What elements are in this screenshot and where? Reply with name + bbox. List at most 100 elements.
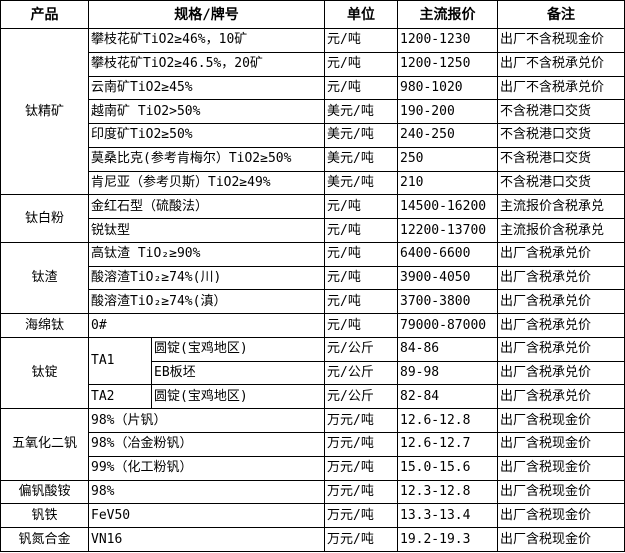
price-cell: 210 (397, 170, 498, 196)
spec-cell: 98% (88, 479, 325, 505)
unit-cell: 美元/吨 (324, 146, 398, 172)
unit-cell: 万元/吨 (324, 527, 398, 552)
unit-cell: 元/吨 (324, 218, 398, 243)
note-cell: 出厂含税现金价 (497, 432, 625, 457)
note-cell: 不含税港口交货 (497, 170, 625, 196)
header-spec: 规格/牌号 (88, 0, 325, 29)
unit-cell: 元/吨 (324, 313, 398, 338)
note-cell: 出厂不含税承兑价 (497, 51, 625, 77)
price-cell: 89-98 (397, 360, 498, 386)
product-cell: 钛锭 (0, 336, 89, 410)
grade-cell: TA2 (88, 384, 152, 410)
table-row: 莫桑比克(参考肯梅尔）TiO2≥50% 美元/吨 250 不含税港口交货 (1, 146, 625, 172)
unit-cell: 元/吨 (324, 241, 398, 267)
product-cell: 钛渣 (0, 241, 89, 315)
spec-cell: 越南矿 TiO2>50% (88, 99, 325, 125)
note-cell: 出厂含税现金价 (497, 527, 625, 552)
unit-cell: 元/吨 (324, 28, 398, 53)
table-row: 钒铁 FeV50 万元/吨 13.3-13.4 出厂含税现金价 (0, 503, 625, 529)
unit-cell: 万元/吨 (324, 432, 398, 457)
unit-cell: 元/吨 (324, 265, 398, 291)
price-cell: 3700-3800 (397, 289, 498, 315)
note-cell: 出厂含税承兑价 (497, 336, 625, 362)
table-row: 钛白粉 金红石型（硫酸法） 元/吨 14500-16200 主流报价含税承兑 (0, 194, 625, 243)
table-row: 98%（冶金粉钒） 万元/吨 12.6-12.7 出厂含税现金价 (1, 432, 625, 457)
price-cell: 12.3-12.8 (397, 479, 498, 505)
price-cell: 1200-1250 (397, 51, 498, 77)
table-row: 酸溶渣TiO₂≥74%(滇） 元/吨 3700-3800 出厂含税承兑价 (1, 289, 625, 315)
unit-cell: 美元/吨 (324, 123, 398, 148)
unit-cell: 元/吨 (324, 289, 398, 315)
product-cell: 钛白粉 (0, 194, 89, 243)
spec-cell: 98%（冶金粉钒） (88, 432, 325, 457)
product-cell: 海绵钛 (0, 313, 89, 338)
note-cell: 出厂含税承兑价 (497, 265, 625, 291)
product-cell: 钛精矿 (0, 27, 89, 196)
price-cell: 6400-6600 (397, 241, 498, 267)
spec-cell: 酸溶渣TiO₂≥74%(滇） (88, 289, 325, 315)
note-cell: 主流报价含税承兑 (497, 194, 625, 220)
table-row: 锐钛型 元/吨 12200-13700 主流报价含税承兑 (1, 218, 625, 243)
price-cell: 3900-4050 (397, 265, 498, 291)
table-row: TA2 圆锭(宝鸡地区) 元/公斤 82-84 出厂含税承兑价 (1, 384, 625, 410)
unit-cell: 美元/吨 (324, 99, 398, 125)
price-cell: 12.6-12.8 (397, 408, 498, 434)
note-cell: 不含税港口交货 (497, 123, 625, 148)
header-price: 主流报价 (397, 0, 498, 29)
unit-cell: 万元/吨 (324, 503, 398, 529)
note-cell: 出厂含税承兑价 (497, 241, 625, 267)
table-row: 偏钒酸铵 98% 万元/吨 12.3-12.8 出厂含税现金价 (0, 479, 625, 505)
product-cell: 偏钒酸铵 (0, 479, 89, 505)
spec-cell: VN16 (88, 527, 325, 552)
grade-cell: TA1 (88, 336, 152, 386)
unit-cell: 元/公斤 (324, 336, 398, 362)
note-cell: 不含税港口交货 (497, 99, 625, 125)
spec-cell: 莫桑比克(参考肯梅尔）TiO2≥50% (88, 146, 325, 172)
note-cell: 出厂含税承兑价 (497, 313, 625, 338)
note-cell: 出厂含税现金价 (497, 503, 625, 529)
price-cell: 1200-1230 (397, 28, 498, 53)
note-cell: 主流报价含税承兑 (497, 218, 625, 243)
table-row: 海绵钛 0# 元/吨 79000-87000 出厂含税承兑价 (0, 313, 625, 338)
table-row: 钒氮合金 VN16 万元/吨 19.2-19.3 出厂含税现金价 (0, 527, 625, 552)
spec-cell: 锐钛型 (88, 218, 325, 243)
table-body: 钛精矿 攀枝花矿TiO2≥46%，10矿 元/吨 1200-1230 出厂不含税现金价攀… (0, 27, 625, 552)
header-unit: 单位 (324, 0, 398, 29)
spec-cell: 0# (88, 313, 325, 338)
price-cell: 12.6-12.7 (397, 432, 498, 457)
price-cell: 12200-13700 (397, 218, 498, 243)
spec-cell: 酸溶渣TiO₂≥74%(川) (88, 265, 325, 291)
spec-cell: 云南矿TiO2≥45% (88, 75, 325, 101)
unit-cell: 元/公斤 (324, 360, 398, 386)
table-row: 钛锭 TA1 圆锭(宝鸡地区) 元/公斤 84-86 出厂含税承兑价 (0, 336, 625, 410)
price-cell: 82-84 (397, 384, 498, 410)
table-row: EB板坯 元/公斤 89-98 出厂含税承兑价 (1, 360, 625, 386)
spec-cell: 肯尼亚（参考贝斯）TiO2≥49% (88, 170, 325, 196)
spec-cell: 99%（化工粉钒） (88, 455, 325, 481)
table-row: 肯尼亚（参考贝斯）TiO2≥49% 美元/吨 210 不含税港口交货 (1, 170, 625, 196)
spec-cell: 圆锭(宝鸡地区) (151, 384, 325, 410)
price-cell: 15.0-15.6 (397, 455, 498, 481)
spec-cell: 攀枝花矿TiO2≥46%，10矿 (88, 28, 325, 53)
header-row: 产品 规格/牌号 单位 主流报价 备注 (0, 0, 625, 29)
spec-cell: 金红石型（硫酸法） (88, 194, 325, 220)
spec-cell: 98%（片钒） (88, 408, 325, 434)
unit-cell: 元/吨 (324, 194, 398, 220)
product-cell: 钒铁 (0, 503, 89, 529)
table-row: 钛精矿 攀枝花矿TiO2≥46%，10矿 元/吨 1200-1230 出厂不含税现金价 (0, 27, 625, 196)
table-row: 五氧化二钒 98%（片钒） 万元/吨 12.6-12.8 出厂含税现金价 (0, 408, 625, 481)
spec-cell: 攀枝花矿TiO2≥46.5%，20矿 (88, 51, 325, 77)
note-cell: 出厂不含税现金价 (497, 28, 625, 53)
price-cell: 79000-87000 (397, 313, 498, 338)
spec-cell: 圆锭(宝鸡地区) (151, 336, 325, 362)
table-row: 99%（化工粉钒） 万元/吨 15.0-15.6 出厂含税现金价 (1, 455, 625, 481)
unit-cell: 元/吨 (324, 51, 398, 77)
unit-cell: 万元/吨 (324, 479, 398, 505)
note-cell: 出厂含税现金价 (497, 479, 625, 505)
price-cell: 980-1020 (397, 75, 498, 101)
table-row: 钛渣 高钛渣 TiO₂≥90% 元/吨 6400-6600 出厂含税承兑价 (0, 241, 625, 315)
price-cell: 84-86 (397, 336, 498, 362)
table-row: 印度矿TiO2≥50% 美元/吨 240-250 不含税港口交货 (1, 123, 625, 148)
spec-cell: FeV50 (88, 503, 325, 529)
